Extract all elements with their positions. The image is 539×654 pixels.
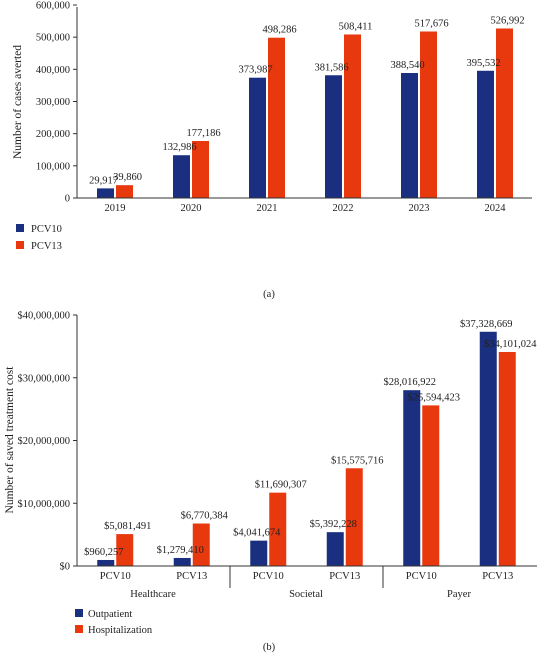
a-data-label: 29,917 xyxy=(89,175,118,186)
b-bar-hospitalization xyxy=(192,523,210,566)
a-data-label: 498,286 xyxy=(262,25,296,36)
a-bar-pcv13 xyxy=(496,28,513,199)
a-data-label: 132,986 xyxy=(162,142,196,153)
b-data-label: $4,041,674 xyxy=(233,528,281,539)
a-bar-pcv13 xyxy=(116,185,133,198)
b-group-label-payer: Payer xyxy=(447,589,471,600)
b-bar-outpatient xyxy=(326,532,344,566)
b-bar-outpatient xyxy=(250,540,268,566)
a-y-tick-label: 200,000 xyxy=(36,129,70,140)
b-data-label: $960,257 xyxy=(84,547,123,558)
b-panel-label: (b) xyxy=(263,642,276,653)
b-bar-hospitalization xyxy=(116,534,134,566)
a-bar-pcv13 xyxy=(344,34,361,199)
b-data-label: $34,101,024 xyxy=(484,339,537,350)
a-legend-label-pcv13: PCV13 xyxy=(31,241,62,252)
b-bar-hospitalization xyxy=(422,405,440,566)
a-bar-pcv10 xyxy=(249,77,266,198)
b-legend-label-hospitalization: Hospitalization xyxy=(88,625,153,636)
a-y-tick-label: 400,000 xyxy=(36,65,70,76)
b-y-tick-label: $20,000,000 xyxy=(18,436,71,447)
b-group-label-healthcare: Healthcare xyxy=(130,589,176,600)
a-y-tick-label: 0 xyxy=(65,194,70,205)
a-data-label: 373,987 xyxy=(238,65,272,76)
chart-panel-b: $0 $10,000,000 $20,000,000 $30,000,000 $40,0… xyxy=(4,311,537,654)
b-x-tick-label: PCV10 xyxy=(406,571,437,582)
a-y-tick-label: 600,000 xyxy=(36,1,70,12)
a-data-label: 39,860 xyxy=(113,172,142,183)
b-data-label: $28,016,922 xyxy=(384,377,437,388)
a-x-tick-label: 2022 xyxy=(333,203,354,214)
a-bar-pcv10 xyxy=(325,75,342,198)
a-data-label: 517,676 xyxy=(414,18,448,29)
a-x-tick-label: 2021 xyxy=(257,203,278,214)
b-bar-hospitalization xyxy=(269,492,287,566)
a-bar-pcv10 xyxy=(173,155,190,198)
b-data-label: $11,690,307 xyxy=(255,480,307,491)
b-data-label: $5,392,228 xyxy=(310,519,357,530)
a-bar-pcv13 xyxy=(192,141,209,198)
a-data-label: 388,540 xyxy=(390,60,424,71)
b-bar-outpatient xyxy=(479,331,497,566)
a-x-tick-label: 2020 xyxy=(181,203,202,214)
a-x-tick-label: 2023 xyxy=(409,203,430,214)
b-y-tick-label: $0 xyxy=(60,562,71,573)
a-bar-pcv10 xyxy=(97,188,114,198)
b-bar-hospitalization xyxy=(498,352,516,566)
b-data-label: $25,594,423 xyxy=(408,392,461,403)
b-x-tick-label: PCV13 xyxy=(176,571,207,582)
b-x-tick-label: PCV10 xyxy=(100,571,131,582)
a-data-label: 526,992 xyxy=(490,15,524,26)
b-x-tick-label: PCV13 xyxy=(482,571,513,582)
b-legend-swatch-outpatient xyxy=(75,609,83,617)
b-bar-outpatient xyxy=(403,390,421,566)
b-y-tick-label: $40,000,000 xyxy=(18,311,71,322)
a-data-label: 177,186 xyxy=(186,128,220,139)
b-y-axis-title: Number of saved treatment cost xyxy=(4,366,16,514)
b-bar-outpatient xyxy=(173,557,191,566)
b-data-label: $5,081,491 xyxy=(104,521,151,532)
a-data-label: 381,586 xyxy=(314,62,348,73)
b-x-tick-label: PCV13 xyxy=(329,571,360,582)
b-legend-label-outpatient: Outpatient xyxy=(88,609,132,620)
a-x-tick-label: 2019 xyxy=(105,203,126,214)
chart-panel-a: 0 100,000 200,000 300,000 400,000 500,000 600,… xyxy=(12,1,532,300)
a-y-tick-label: 100,000 xyxy=(36,161,70,172)
b-bar-outpatient xyxy=(97,559,115,566)
a-x-tick-label: 2024 xyxy=(485,203,507,214)
a-data-label: 508,411 xyxy=(339,21,373,32)
b-x-tick-label: PCV10 xyxy=(253,571,284,582)
a-bar-pcv13 xyxy=(420,31,437,199)
a-y-tick-label: 300,000 xyxy=(36,97,70,108)
b-data-label: $37,328,669 xyxy=(460,319,513,330)
b-data-label: $6,770,384 xyxy=(181,511,229,522)
a-legend-swatch-pcv13 xyxy=(16,241,24,249)
a-y-tick-label: 500,000 xyxy=(36,33,70,44)
a-legend-label-pcv10: PCV10 xyxy=(31,224,62,235)
b-y-tick-label: $10,000,000 xyxy=(18,499,71,510)
b-legend-swatch-hospitalization xyxy=(75,625,83,633)
a-data-label: 395,532 xyxy=(466,58,500,69)
b-data-label: $1,279,410 xyxy=(157,545,204,556)
a-bar-pcv10 xyxy=(477,70,494,198)
b-y-tick-label: $30,000,000 xyxy=(18,373,71,384)
a-legend-swatch-pcv10 xyxy=(16,224,24,232)
a-y-axis-title: Number of cases averted xyxy=(12,45,24,159)
a-panel-label: (a) xyxy=(263,289,275,300)
a-bar-pcv13 xyxy=(268,37,285,198)
b-data-label: $15,575,716 xyxy=(331,455,384,466)
b-bar-hospitalization xyxy=(345,468,363,566)
a-bar-pcv10 xyxy=(401,73,418,198)
b-group-label-societal: Societal xyxy=(289,589,323,600)
